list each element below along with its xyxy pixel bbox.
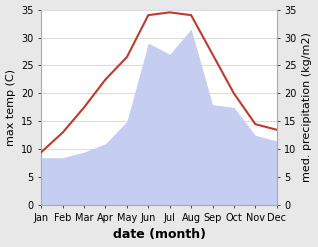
Y-axis label: max temp (C): max temp (C) [5,69,16,146]
Y-axis label: med. precipitation (kg/m2): med. precipitation (kg/m2) [302,32,313,182]
X-axis label: date (month): date (month) [113,228,205,242]
